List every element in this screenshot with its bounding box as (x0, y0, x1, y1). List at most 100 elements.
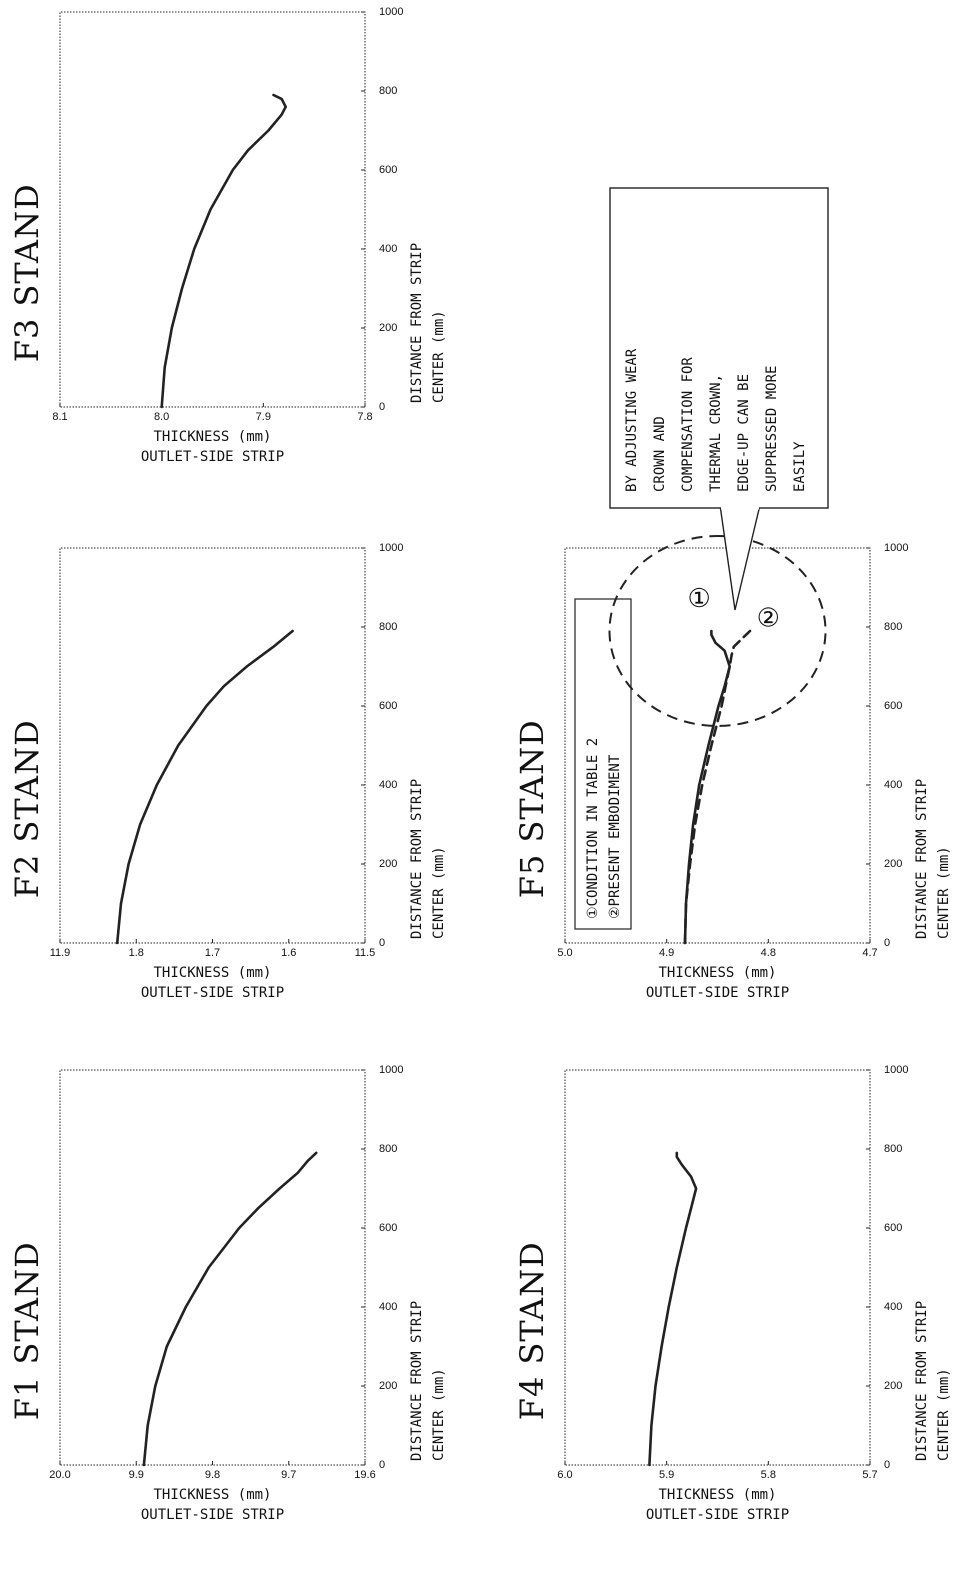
x-tick-label: 800 (379, 85, 397, 97)
y-tick-label: 4.9 (659, 947, 674, 959)
y-tick-label: 1.7 (205, 947, 220, 959)
x-tick-label: 200 (884, 858, 902, 870)
x-axis-label: DISTANCE FROM STRIP (409, 243, 425, 403)
chart-f1-stand: F1 STAND 0 200 400 600 800 1000 DISTANCE… (8, 1064, 447, 1523)
x-tick-label: 1000 (884, 542, 908, 554)
callout-pointer (720, 505, 760, 610)
x-tick-label: 1000 (379, 1064, 403, 1076)
x-tick-label: 400 (379, 779, 397, 791)
chart-title: F4 STAND (513, 1241, 551, 1420)
callout-line: COMPENSATION FOR (680, 357, 696, 492)
y-axis-label: OUTLET-SIDE STRIP (141, 449, 284, 465)
legend-entry: ②PRESENT EMBODIMENT (607, 754, 623, 919)
x-tick-label: 200 (379, 1380, 397, 1392)
x-axis-label: CENTER (mm) (431, 310, 447, 403)
x-tick-label: 0 (379, 937, 385, 949)
x-tick-label: 0 (379, 1459, 385, 1471)
y-axis-label: THICKNESS (mm) (153, 429, 271, 445)
legend-entry: ①CONDITION IN TABLE 2 (585, 738, 601, 919)
y-tick-label: 19.6 (354, 1469, 375, 1481)
x-tick-label: 0 (379, 401, 385, 413)
x-tick-label: 600 (379, 164, 397, 176)
chart-f4-stand: F4 STAND 0 200 400 600 800 1000 DISTANCE… (513, 1064, 952, 1523)
marker-1: ① (688, 584, 711, 614)
callout-line: SUPPRESSED MORE (764, 366, 780, 492)
chart-f2-stand: F2 STAND 0 200 400 600 800 1000 DISTANCE… (8, 542, 447, 1001)
y-tick-label: 5.0 (557, 947, 572, 959)
x-tick-label: 600 (379, 700, 397, 712)
y-tick-label: 6.0 (557, 1469, 572, 1481)
x-axis-label: DISTANCE FROM STRIP (914, 1301, 930, 1461)
x-tick-label: 200 (884, 1380, 902, 1392)
x-tick-label: 400 (884, 779, 902, 791)
y-axis-label: OUTLET-SIDE STRIP (646, 1507, 789, 1523)
chart-title: F3 STAND (8, 183, 46, 362)
marker-2: ② (757, 604, 780, 634)
x-tick-label: 800 (884, 1143, 902, 1155)
x-axis-label: CENTER (mm) (431, 846, 447, 939)
x-axis-label: DISTANCE FROM STRIP (914, 779, 930, 939)
x-tick-label: 600 (884, 1222, 902, 1234)
y-axis-label: OUTLET-SIDE STRIP (646, 985, 789, 1001)
y-axis-label: OUTLET-SIDE STRIP (141, 985, 284, 1001)
plot-frame (60, 548, 365, 943)
y-tick-label: 20.0 (49, 1469, 70, 1481)
x-tick-label: 0 (884, 1459, 890, 1471)
plot-marks (162, 95, 286, 407)
y-tick-label: 4.8 (761, 947, 776, 959)
x-axis-label: CENTER (mm) (936, 1368, 952, 1461)
series-line (144, 1153, 316, 1465)
y-axis-label: THICKNESS (mm) (658, 1487, 776, 1503)
x-tick-label: 400 (379, 1301, 397, 1313)
y-tick-label: 11.9 (50, 947, 71, 959)
y-axis-label: THICKNESS (mm) (658, 965, 776, 981)
chart-title: F2 STAND (8, 719, 46, 898)
plot-marks: ①CONDITION IN TABLE 2 ②PRESENT EMBODIMENT… (575, 536, 826, 943)
x-tick-label: 200 (379, 322, 397, 334)
tick-marks (60, 548, 365, 943)
y-tick-label: 7.8 (357, 411, 372, 423)
callout-line: BY ADJUSTING WEAR (624, 348, 640, 492)
y-tick-label: 9.8 (205, 1469, 220, 1481)
y-tick-label: 4.7 (862, 947, 877, 959)
y-tick-label: 8.0 (154, 411, 169, 423)
y-axis-label: OUTLET-SIDE STRIP (141, 1507, 284, 1523)
series-line (162, 95, 286, 407)
x-tick-label: 1000 (379, 542, 403, 554)
x-axis-label: CENTER (mm) (431, 1368, 447, 1461)
highlight-circle (610, 536, 826, 726)
callout-line: EASILY (792, 441, 808, 492)
y-axis-label: THICKNESS (mm) (153, 1487, 271, 1503)
x-tick-label: 0 (884, 937, 890, 949)
y-tick-label: 5.7 (862, 1469, 877, 1481)
series-line (649, 1153, 696, 1465)
chart-f5-stand: F5 STAND 0 200 400 600 800 1000 DISTANCE… (513, 536, 952, 1001)
chart-title: F1 STAND (8, 1241, 46, 1420)
plot-marks (649, 1153, 696, 1465)
tick-marks (60, 12, 365, 407)
x-tick-label: 800 (884, 621, 902, 633)
x-axis-label: DISTANCE FROM STRIP (409, 1301, 425, 1461)
plot-frame (60, 1070, 365, 1465)
x-axis-label: CENTER (mm) (936, 846, 952, 939)
plot-frame (60, 12, 365, 407)
x-tick-label: 1000 (884, 1064, 908, 1076)
y-tick-label: 5.9 (659, 1469, 674, 1481)
y-tick-label: 5.8 (761, 1469, 776, 1481)
tick-marks (60, 1070, 365, 1465)
x-tick-label: 800 (379, 1143, 397, 1155)
series-line (117, 631, 292, 943)
callout-box: BY ADJUSTING WEARCROWN ANDCOMPENSATION F… (610, 188, 828, 610)
x-tick-label: 200 (379, 858, 397, 870)
x-tick-label: 600 (884, 700, 902, 712)
x-axis-label: DISTANCE FROM STRIP (409, 779, 425, 939)
callout-line: THERMAL CROWN, (708, 374, 724, 492)
tick-marks (565, 1070, 870, 1465)
x-tick-label: 400 (379, 243, 397, 255)
x-tick-label: 1000 (379, 6, 403, 18)
x-tick-label: 800 (379, 621, 397, 633)
y-tick-label: 9.9 (129, 1469, 144, 1481)
chart-f3-stand: F3 STAND 0 200 400 600 800 1000 DISTANCE… (8, 6, 447, 465)
plot-frame (565, 1070, 870, 1465)
